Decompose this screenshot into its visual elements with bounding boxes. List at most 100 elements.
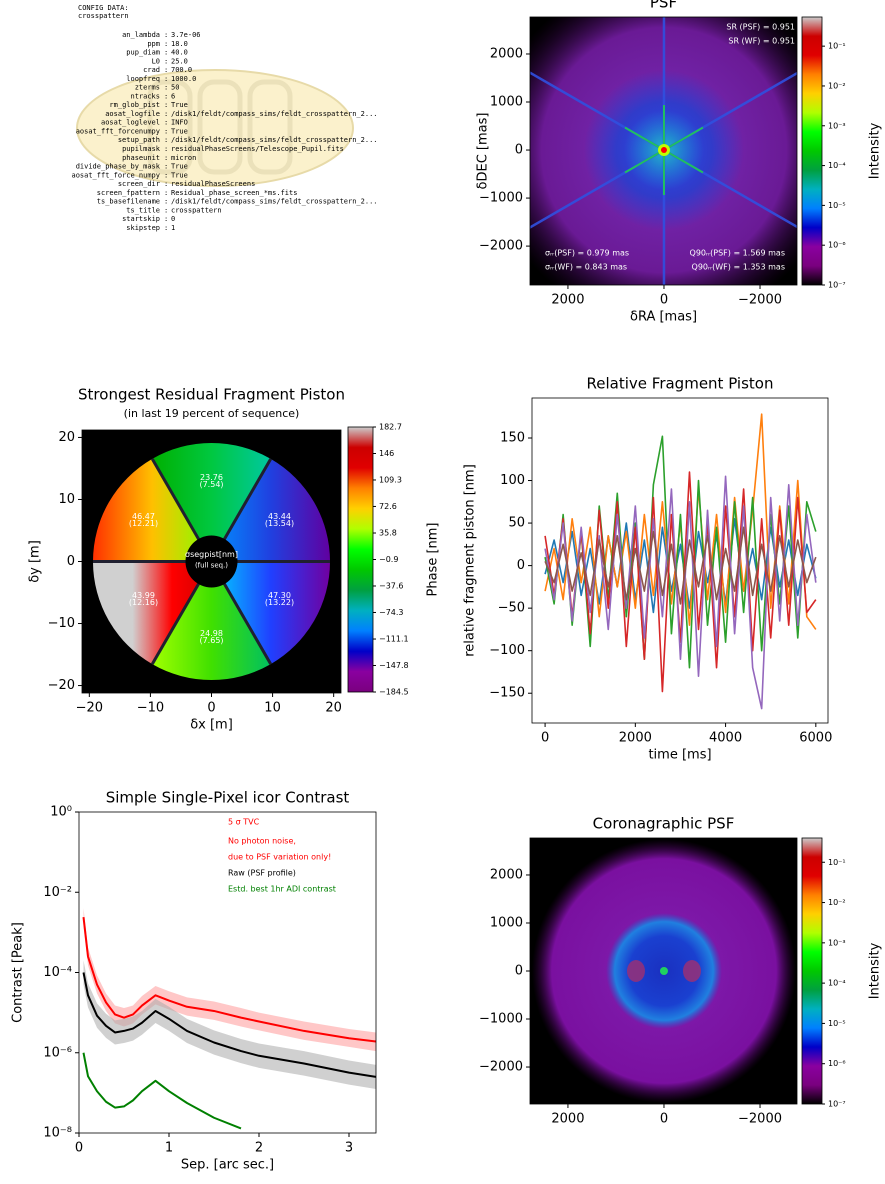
colorbar-tick-label: 10⁻⁶ bbox=[828, 1059, 846, 1068]
segment-label: (12.21) bbox=[129, 519, 158, 528]
y-tick-label: 150 bbox=[500, 430, 525, 445]
plot-area bbox=[530, 17, 797, 285]
chart-title: PSF bbox=[650, 0, 677, 12]
annotation: σᵣᵣ(WF) = 0.843 mas bbox=[545, 263, 627, 272]
y-tick-label: 100 bbox=[500, 473, 525, 488]
spike bbox=[624, 149, 665, 174]
config-key: startskip bbox=[122, 215, 160, 223]
colorbar-tick-label: −0.9 bbox=[379, 555, 398, 564]
y-tick-label: 10⁰ bbox=[50, 805, 72, 820]
y-tick-label: 0 bbox=[517, 558, 525, 573]
y-tick-label: −100 bbox=[489, 643, 525, 658]
x-tick-label: 0 bbox=[541, 731, 549, 746]
segment-label: 46.47 bbox=[132, 512, 155, 521]
config-key: ppm bbox=[147, 40, 160, 48]
segment bbox=[211, 458, 331, 562]
colorbar bbox=[801, 837, 823, 1105]
annotation: Q90ᵣᵣ(WF) = 1.353 mas bbox=[692, 263, 785, 272]
x-tick-label: 10 bbox=[264, 701, 281, 716]
colorbar-tick-label: −111.1 bbox=[379, 635, 409, 644]
line bbox=[544, 471, 817, 693]
y-tick-label: 0 bbox=[515, 143, 523, 158]
x-tick-label: 0 bbox=[207, 701, 215, 716]
colorbar-tick-label: 10⁻⁵ bbox=[828, 201, 846, 210]
x-tick-label: −2000 bbox=[738, 293, 782, 308]
plot-area bbox=[82, 908, 376, 1130]
config-key: ts_basefilename bbox=[97, 198, 160, 206]
colorbar-tick-label: −74.3 bbox=[379, 608, 404, 617]
band bbox=[83, 908, 376, 1052]
config-separator: : bbox=[164, 92, 168, 100]
config-value: 25.0 bbox=[171, 57, 188, 65]
config-key: an_lambda bbox=[122, 31, 160, 39]
x-tick-label: 4000 bbox=[709, 731, 742, 746]
config-key: rm_glob_pist bbox=[109, 101, 160, 109]
y-tick-label: 20 bbox=[58, 430, 75, 445]
config-key: setup_path bbox=[118, 136, 160, 144]
config-key: L0 bbox=[152, 57, 160, 65]
config-separator: : bbox=[164, 127, 168, 135]
colorbar-tick-label: 72.6 bbox=[379, 502, 397, 511]
x-tick-label: 2000 bbox=[551, 1112, 584, 1127]
config-value: residualPhaseScreens bbox=[171, 180, 255, 188]
colorbar-tick-label: −37.6 bbox=[379, 581, 404, 590]
config-separator: : bbox=[164, 66, 168, 74]
y-tick-label: 1000 bbox=[490, 915, 523, 930]
colorbar-tick-label: 10⁻⁷ bbox=[828, 281, 846, 290]
y-tick-label: −50 bbox=[498, 601, 525, 616]
annotation: σᵣᵣ(PSF) = 0.979 mas bbox=[545, 249, 629, 258]
colorbar-tick-label: 182.7 bbox=[379, 423, 402, 432]
y-tick-label: −10 bbox=[48, 616, 75, 631]
band bbox=[83, 960, 376, 1089]
annotation: SR (PSF) = 0.951 bbox=[726, 23, 795, 32]
config-value: 18.0 bbox=[171, 40, 188, 48]
config-value: 3.7e-06 bbox=[171, 31, 201, 39]
colorbar-label: Intensity bbox=[868, 942, 883, 999]
config-value: 40.0 bbox=[171, 49, 188, 57]
colorbar-tick-label: 10⁻⁴ bbox=[828, 161, 846, 170]
config-key: screen_dir bbox=[118, 180, 160, 188]
y-tick-label: −2000 bbox=[479, 1060, 523, 1075]
plot-area bbox=[82, 430, 341, 693]
config-separator: : bbox=[164, 84, 168, 92]
chart-title: Coronagraphic PSF bbox=[593, 815, 735, 833]
segment bbox=[211, 561, 331, 665]
x-tick-label: 2000 bbox=[551, 293, 584, 308]
config-separator: : bbox=[164, 75, 168, 83]
y-tick-label: 10 bbox=[58, 492, 75, 507]
config-key: ts_title bbox=[126, 206, 160, 214]
segment-label: (13.54) bbox=[265, 519, 294, 528]
x-tick-label: −20 bbox=[76, 701, 103, 716]
logo-shape bbox=[197, 79, 243, 175]
center-label: σsegpist[nm] bbox=[185, 550, 238, 559]
config-value: 1000.0 bbox=[171, 75, 196, 83]
config-value: True bbox=[171, 127, 188, 135]
line bbox=[82, 1052, 242, 1130]
y-tick-label: 10⁻⁸ bbox=[43, 1126, 72, 1141]
spike bbox=[663, 126, 704, 151]
colorbar-tick-label: −184.5 bbox=[379, 688, 409, 697]
config-separator: : bbox=[164, 171, 168, 179]
annotation: Raw (PSF profile) bbox=[228, 869, 296, 878]
x-tick-label: 0 bbox=[660, 1112, 668, 1127]
central-obstruction bbox=[185, 535, 238, 588]
y-axis-label: δDEC [mas] bbox=[476, 113, 491, 190]
axes-frame bbox=[531, 397, 829, 724]
segment bbox=[152, 561, 271, 681]
segment bbox=[92, 458, 212, 562]
config-key: aosat_fft_forcenumpy bbox=[76, 127, 160, 135]
config-separator: : bbox=[164, 224, 168, 232]
segment-label: (7.54) bbox=[199, 480, 223, 489]
config-separator: : bbox=[164, 40, 168, 48]
config-separator: : bbox=[164, 136, 168, 144]
config-value: /disk1/feldt/compass_sims/feldt_crosspat… bbox=[171, 136, 378, 144]
chart-title: Strongest Residual Fragment Piston bbox=[78, 386, 345, 404]
center-label: (full seq.) bbox=[195, 562, 228, 570]
config-value: residualPhaseScreens/Telescope_Pupil.fit… bbox=[171, 145, 344, 153]
config-value: /disk1/feldt/compass_sims/feldt_crosspat… bbox=[171, 110, 378, 118]
config-separator: : bbox=[164, 110, 168, 118]
colorbar-tick-label: 10⁻⁴ bbox=[828, 979, 846, 988]
colorbar-tick-label: 109.3 bbox=[379, 475, 402, 484]
config-separator: : bbox=[164, 206, 168, 214]
line bbox=[82, 972, 376, 1078]
